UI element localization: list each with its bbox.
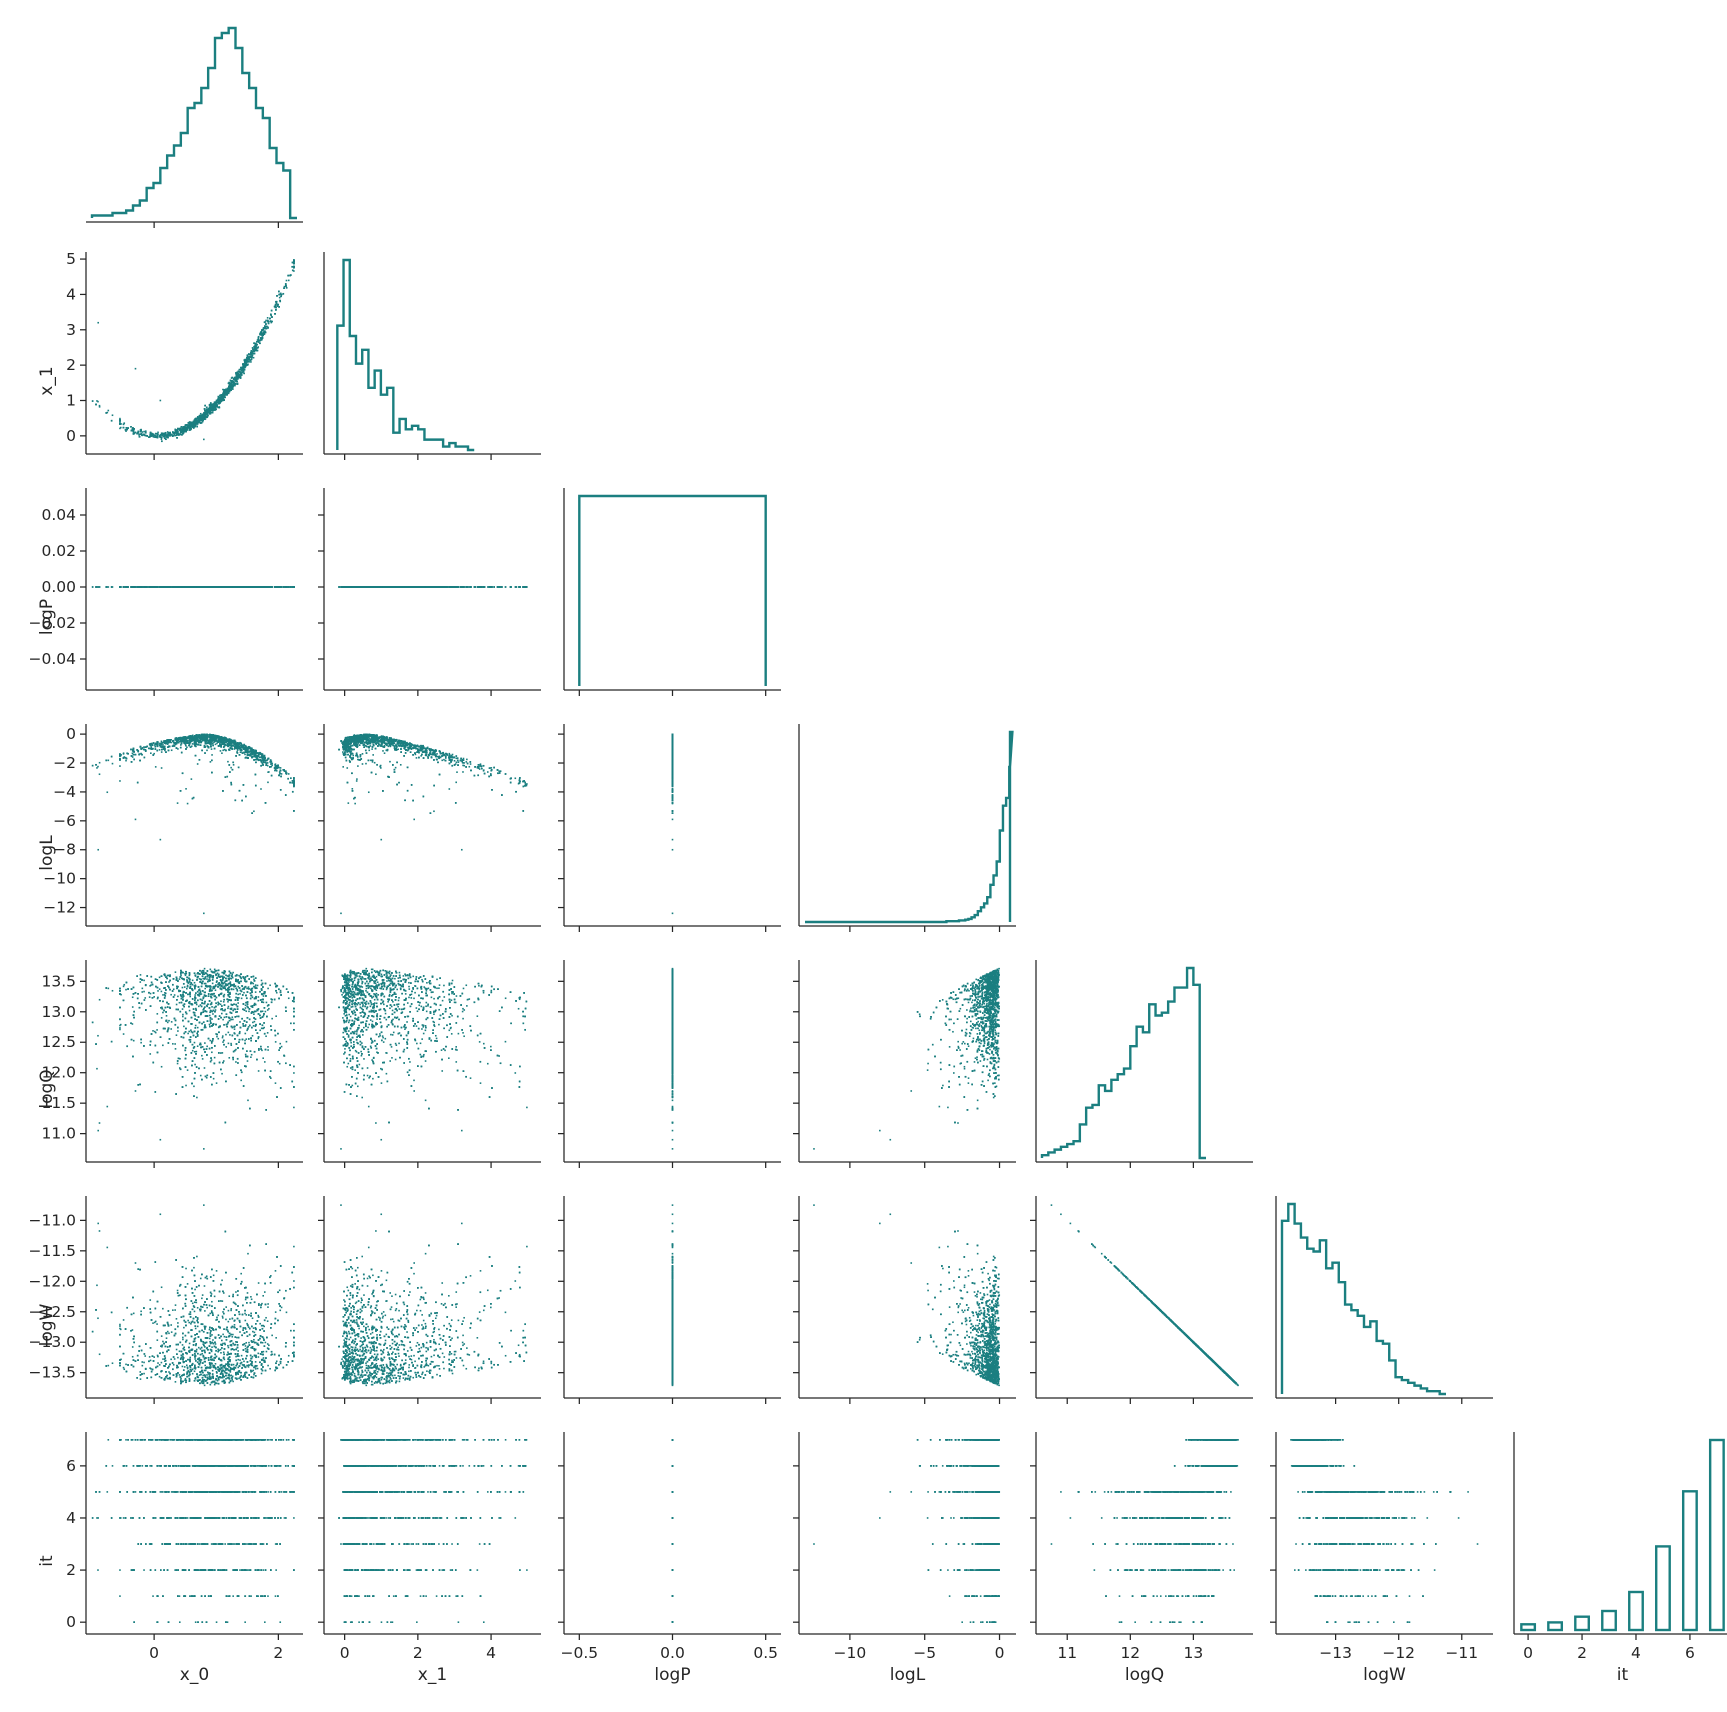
scatter-point <box>237 383 239 385</box>
y-tick-label: 3 <box>66 321 76 339</box>
scatter-point <box>200 413 202 415</box>
scatter-point <box>214 401 216 403</box>
scatter-point <box>265 320 267 322</box>
scatter-point <box>243 373 245 375</box>
scatter-point <box>108 410 110 412</box>
scatter-point <box>288 280 290 282</box>
y-tick-label: 4 <box>66 285 76 303</box>
scatter-point <box>99 405 101 407</box>
panel-x_0-vs-x_0 <box>86 28 303 228</box>
y-tick-label: 5 <box>66 250 76 268</box>
scatter-point <box>123 424 125 426</box>
scatter-point <box>284 286 286 288</box>
scatter-point <box>286 280 288 282</box>
scatter-point <box>250 361 252 363</box>
pairplot-panels: 012345x_1−0.04−0.020.000.020.04logP0−2−4… <box>29 28 1727 1685</box>
y-tick-label: 2 <box>66 356 76 374</box>
y-tick-label: 1 <box>66 392 76 410</box>
scatter-point <box>252 347 254 349</box>
hist-step <box>92 28 297 218</box>
scatter-point <box>279 297 281 299</box>
scatter-point <box>253 357 255 359</box>
pairplot-figure: 012345x_1−0.04−0.020.000.020.04logP0−2−4… <box>0 0 1727 1712</box>
scatter-point <box>142 431 144 433</box>
scatter-point <box>157 432 159 434</box>
scatter-point <box>231 377 233 379</box>
scatter-point <box>120 427 122 429</box>
y-tick-label: 0 <box>66 427 76 445</box>
scatter-point <box>161 438 163 440</box>
scatter-point <box>112 414 114 416</box>
scatter-point <box>143 431 145 433</box>
scatter-point <box>267 317 269 319</box>
scatter-point <box>97 401 99 403</box>
scatter-point <box>267 321 269 323</box>
scatter-point <box>222 389 224 391</box>
